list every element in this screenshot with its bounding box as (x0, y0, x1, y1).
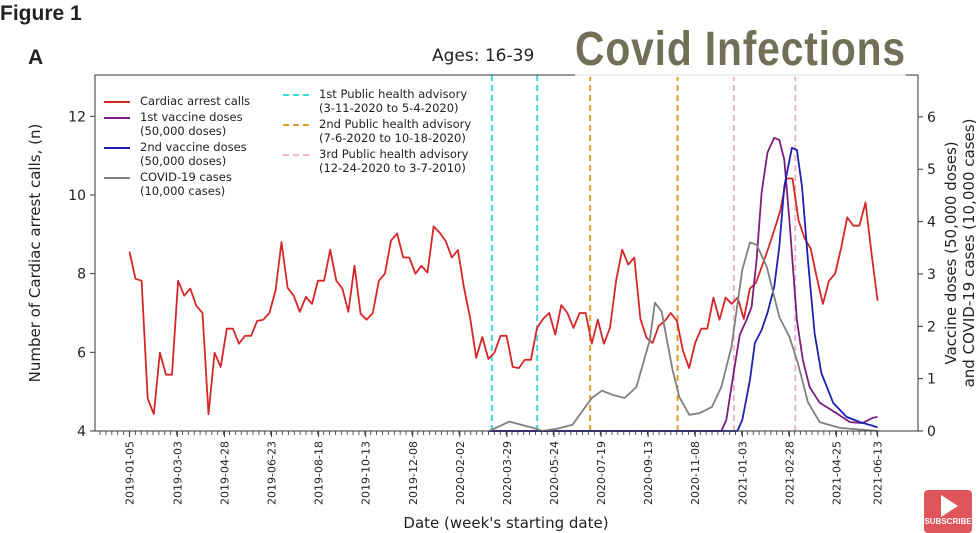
series-line-4 (488, 241, 878, 432)
legend-swatch (104, 101, 130, 103)
x-tick-label: 2020-05-24 (548, 441, 561, 505)
legend-item: Cardiac arrest calls (104, 94, 250, 108)
y-right-tick-label: 3 (927, 267, 936, 283)
legend-advisories: 1st Public health advisory (3-11-2020 to … (283, 87, 471, 177)
series-line-1 (128, 177, 879, 416)
legend-swatch (283, 124, 309, 126)
legend-label: 1st vaccine doses (50,000 doses) (140, 110, 243, 138)
series-line-2 (489, 136, 878, 432)
legend-item: 3rd Public health advisory (12-24-2020 to… (283, 147, 471, 175)
x-tick-label: 2020-02-02 (454, 441, 467, 505)
y-tick-label: 8 (77, 267, 86, 283)
legend-item: COVID-19 cases (10,000 cases) (104, 170, 250, 198)
legend-label: 3rd Public health advisory (12-24-2020 to… (319, 147, 469, 175)
x-tick-label: 2019-08-18 (313, 441, 326, 505)
x-axis-label: Date (week's starting date) (403, 514, 608, 532)
legend-label: Cardiac arrest calls (140, 94, 251, 108)
legend-swatch (283, 154, 309, 156)
legend-item: 2nd Public health advisory (7-6-2020 to 1… (283, 117, 471, 145)
legend-label: 1st Public health advisory (3-11-2020 to … (319, 87, 468, 115)
x-tick-label: 2020-07-19 (595, 441, 608, 505)
figure-label: Figure 1 (0, 2, 82, 25)
panel-label: A (28, 46, 44, 69)
y-tick-label: 10 (68, 188, 86, 204)
y-right-tick-label: 5 (927, 162, 936, 178)
y-tick-label: 12 (68, 109, 86, 125)
series-line-3 (489, 146, 878, 432)
legend-item: 1st Public health advisory (3-11-2020 to … (283, 87, 471, 115)
legend-swatch (104, 147, 130, 149)
y-tick-label: 6 (77, 345, 86, 361)
y-right-tick-label: 2 (927, 319, 936, 335)
subscribe-label: SUBSCRIBE (924, 517, 972, 526)
x-tick-label: 2019-06-23 (266, 441, 279, 505)
legend-swatch (283, 94, 309, 96)
y-axis-label: Number of Cardiac arrest calls, (n) (26, 124, 44, 383)
legend-item: 2nd vaccine doses (50,000 doses) (104, 140, 250, 168)
y-right-tick-label: 1 (927, 372, 936, 388)
subscribe-button[interactable]: SUBSCRIBE (924, 490, 972, 533)
y-right-tick-label: 4 (927, 215, 936, 231)
x-tick-label: 2019-01-05 (123, 441, 136, 505)
x-tick-label: 2021-06-13 (872, 441, 885, 505)
chart-title: Ages: 16-39 (432, 46, 535, 66)
x-tick-label: 2019-03-03 (171, 441, 184, 505)
legend-item: 1st vaccine doses (50,000 doses) (104, 110, 250, 138)
legend-label: COVID-19 cases (10,000 cases) (140, 170, 232, 198)
play-icon (941, 495, 958, 517)
legend-label: 2nd vaccine doses (50,000 doses) (140, 140, 247, 168)
legend-series: Cardiac arrest calls 1st vaccine doses (50… (104, 94, 250, 200)
x-tick-label: 2020-11-08 (689, 441, 702, 505)
x-tick-label: 2021-04-25 (830, 441, 843, 505)
x-tick-label: 2021-02-28 (783, 441, 796, 505)
y-axis-right-label: Vaccine doses (50,000 doses)and COVID-19… (942, 119, 978, 388)
y-tick-label: 4 (77, 424, 86, 440)
legend-swatch (104, 117, 130, 119)
y-axis-right-label-line: Vaccine doses (50,000 doses) (942, 141, 960, 364)
legend-swatch (104, 177, 130, 179)
x-tick-label: 2020-03-29 (501, 441, 514, 505)
x-tick-label: 2019-10-13 (360, 441, 373, 505)
y-axis-right-label-line: and COVID-19 cases (10,000 cases) (960, 119, 978, 388)
x-tick-label: 2019-04-28 (218, 441, 231, 505)
y-right-tick-label: 0 (927, 424, 936, 440)
overlay-caption: Covid Infections (575, 22, 906, 77)
y-right-tick-label: 6 (927, 110, 936, 126)
x-tick-label: 2020-09-13 (642, 441, 655, 505)
x-tick-label: 2021-01-03 (736, 441, 749, 505)
legend-label: 2nd Public health advisory (7-6-2020 to 1… (319, 117, 472, 145)
x-tick-label: 2019-12-08 (407, 441, 420, 505)
series-lines (128, 136, 879, 432)
